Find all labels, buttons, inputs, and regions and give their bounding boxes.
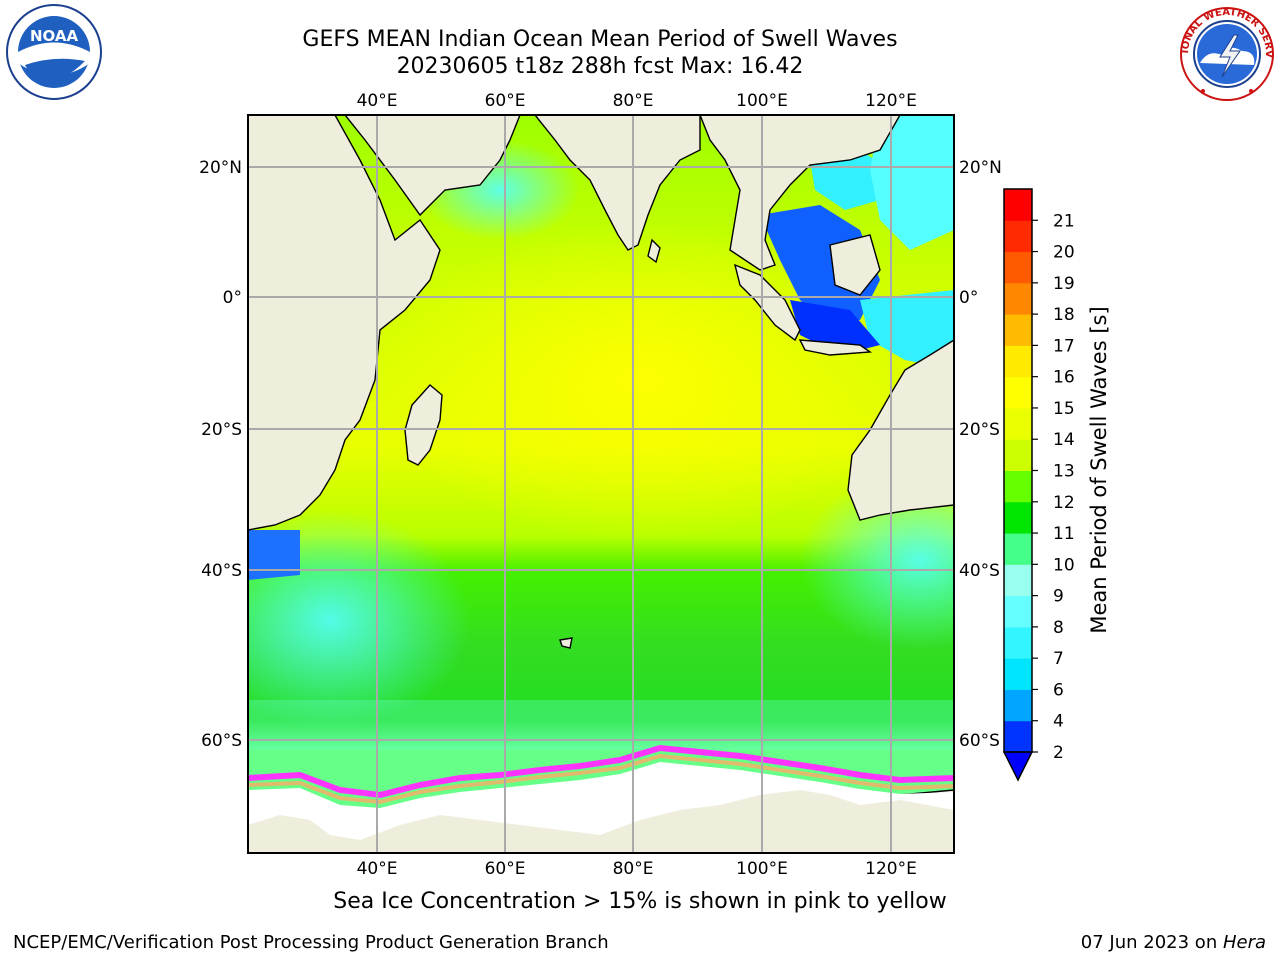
colorbar: 2 4 6 7 8 9 10 11 12 13 14 15 16 17 18 19 20 21 <box>1002 188 1075 782</box>
colorbar-tick-label: 7 <box>1053 649 1064 669</box>
land-layer <box>248 115 954 853</box>
colorbar-segment <box>1004 376 1032 409</box>
graticule <box>248 115 954 853</box>
lat-label-right: 0° <box>959 288 978 308</box>
lon-label-bottom: 120°E <box>865 859 917 879</box>
lon-label-bottom: 60°E <box>485 859 526 879</box>
lon-label-top: 40°E <box>357 91 398 111</box>
colorbar-tick-label: 11 <box>1053 524 1075 544</box>
colorbar-tick-label: 6 <box>1053 680 1064 700</box>
colorbar-segment <box>1004 595 1032 628</box>
footer-date-text: 07 Jun 2023 on <box>1080 932 1223 953</box>
colorbar-label: Mean Period of Swell Waves [s] <box>1087 306 1111 633</box>
colorbar-tick-label: 10 <box>1053 555 1075 575</box>
lat-label-right: 40°S <box>959 561 1000 581</box>
colorbar-segment <box>1004 189 1032 221</box>
colorbar-tick-label: 16 <box>1053 368 1075 388</box>
sea-ice-edge <box>248 744 954 799</box>
colorbar-tick-label: 17 <box>1053 336 1075 356</box>
lon-label-bottom: 80°E <box>613 859 654 879</box>
colorbar-segment <box>1004 345 1032 378</box>
madagascar-land <box>404 384 443 466</box>
colorbar-segment <box>1004 220 1032 253</box>
sea-ice-note: Sea Ice Concentration > 15% is shown in … <box>333 889 947 914</box>
lon-label-top: 100°E <box>736 91 788 111</box>
lat-label-left: 60°S <box>201 731 242 751</box>
sea-ice-interior <box>248 762 954 840</box>
africa-land <box>248 115 521 217</box>
lat-label-left: 40°S <box>201 561 242 581</box>
colorbar-tick-label: 4 <box>1053 712 1064 732</box>
colorbar-segment <box>1004 501 1032 534</box>
colorbar-tick-label: 20 <box>1053 243 1075 263</box>
map-frame <box>247 114 955 854</box>
colorbar-tick-label: 12 <box>1053 493 1075 513</box>
colorbar-segment <box>1004 470 1032 503</box>
lon-label-top: 120°E <box>865 91 917 111</box>
noaa-logo-icon: NOAA <box>6 4 102 100</box>
colorbar-tick-label: 8 <box>1053 618 1064 638</box>
colorbar-tick-label: 21 <box>1053 211 1075 231</box>
nws-logo-icon: NATIONAL WEATHER SERVICE <box>1178 5 1274 101</box>
lon-label-top: 80°E <box>613 91 654 111</box>
lon-label-top: 60°E <box>485 91 526 111</box>
colorbar-tick-label: 19 <box>1053 274 1075 294</box>
colorbar-segment <box>1004 407 1032 440</box>
colorbar-segment <box>1004 533 1032 565</box>
noaa-logo-text: NOAA <box>30 27 79 45</box>
footer-credit: NCEP/EMC/Verification Post Processing Pr… <box>13 932 609 953</box>
colorbar-tick-label: 15 <box>1053 399 1075 419</box>
colorbar-segment <box>1004 626 1032 659</box>
lat-label-left: 20°S <box>201 420 242 440</box>
colorbar-tick-label: 9 <box>1053 587 1064 607</box>
borneo-land <box>829 234 881 296</box>
southeast-asia-land <box>699 115 901 271</box>
colorbar-segment <box>1004 689 1032 722</box>
colorbar-segment <box>1004 564 1032 597</box>
colorbar-underflow-arrow <box>1002 751 1034 782</box>
footer-host: Hera <box>1222 932 1266 953</box>
colorbar-tick-label: 2 <box>1053 743 1064 763</box>
swell-low-southeast <box>800 470 954 650</box>
colorbar-tick-label: 13 <box>1053 462 1075 482</box>
map-subtitle: 20230605 t18z 288h fcst Max: 16.42 <box>396 54 804 79</box>
colorbar-segment <box>1004 282 1032 315</box>
colorbar-segment <box>1004 314 1032 346</box>
swell-low-maritime <box>760 205 880 330</box>
colorbar-segment <box>1004 439 1032 471</box>
lon-label-bottom: 100°E <box>736 859 788 879</box>
colorbar-segment <box>1004 658 1032 690</box>
lon-label-bottom: 40°E <box>357 859 398 879</box>
lat-label-right: 20°N <box>959 158 1002 178</box>
swell-low-southern-band <box>248 700 954 750</box>
colorbar-segment <box>1004 251 1032 284</box>
swell-low-southwest <box>248 510 470 730</box>
footer-date: 07 Jun 2023 on Hera <box>1081 932 1266 953</box>
colorbar-tick-label: 18 <box>1053 305 1075 325</box>
lat-label-right: 60°S <box>959 731 1000 751</box>
sumatra-land <box>733 263 801 342</box>
colorbar-segment <box>1004 720 1032 753</box>
colorbar-tick-label: 14 <box>1053 430 1075 450</box>
lat-label-left: 20°N <box>199 158 242 178</box>
map-title: GEFS MEAN Indian Ocean Mean Period of Sw… <box>302 27 898 52</box>
lat-label-right: 20°S <box>959 420 1000 440</box>
lat-label-left: 0° <box>223 288 242 308</box>
